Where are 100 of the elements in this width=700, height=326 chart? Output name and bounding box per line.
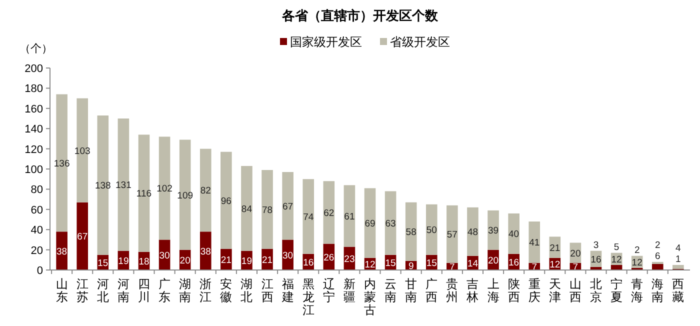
y-tick-label: 200: [24, 63, 43, 75]
data-label: 50: [426, 225, 437, 236]
x-tick-label: 四川: [138, 277, 150, 304]
x-tick-label: 陕西: [508, 277, 520, 304]
x-tick-label: 辽宁: [322, 277, 335, 304]
x-tick-label: 青海: [631, 277, 644, 304]
data-label: 116: [136, 188, 152, 200]
x-tick-label: 西藏: [672, 277, 684, 304]
data-label: 96: [220, 196, 232, 207]
data-label: 109: [177, 190, 194, 202]
data-label: 12: [611, 254, 622, 266]
y-tick-label: 0: [36, 265, 43, 277]
data-label: 20: [488, 255, 499, 266]
bar: [672, 264, 684, 269]
data-label: 74: [303, 212, 314, 223]
data-label: 14: [467, 258, 478, 270]
data-label: 3: [593, 240, 599, 251]
data-label: 67: [282, 201, 294, 212]
data-label: 15: [385, 258, 396, 269]
y-tick-label: 160: [24, 103, 43, 116]
bar: [652, 264, 664, 270]
x-tick-label: 上海: [487, 277, 500, 304]
data-label: 69: [364, 218, 376, 230]
y-tick-label: 100: [24, 164, 43, 176]
bar: [241, 166, 252, 251]
x-tick-label: 新疆: [343, 277, 356, 304]
legend-label: 国家级开发区: [290, 35, 362, 49]
data-label: 12: [632, 257, 642, 268]
data-label: 18: [138, 256, 150, 268]
y-axis-title: （个）: [20, 43, 52, 55]
data-label: 21: [550, 242, 560, 254]
y-tick-label: 60: [30, 204, 43, 216]
x-tick-label: 湖南: [179, 277, 192, 304]
bar: [467, 207, 478, 256]
x-tick-label: 海南: [652, 277, 664, 304]
data-label: 6: [654, 250, 660, 262]
data-label: 30: [159, 250, 170, 262]
legend-label: 省级开发区: [390, 35, 450, 49]
data-label: 58: [406, 227, 416, 238]
data-label: 38: [56, 246, 68, 258]
x-tick-label: 甘南: [405, 277, 418, 304]
x-tick-label: 河南: [117, 277, 130, 304]
bar: [200, 148, 212, 232]
data-label: 2: [654, 240, 660, 251]
data-label: 23: [344, 254, 355, 265]
bar: [97, 115, 109, 255]
x-tick-label: 北京: [590, 277, 602, 304]
x-tick-label: 天津: [548, 277, 561, 304]
x-tick-label: 黑龙江: [302, 277, 314, 317]
x-tick-label: 安徽: [220, 277, 232, 304]
bar: [56, 232, 68, 270]
chart-title: 各省（直辖市）开发区个数: [281, 8, 439, 23]
data-label: 21: [220, 254, 232, 266]
x-tick-label: 重庆: [528, 277, 540, 304]
data-label: 102: [156, 184, 172, 195]
data-label: 30: [282, 250, 294, 262]
x-tick-label: 云南: [384, 277, 397, 304]
data-label: 38: [200, 246, 211, 258]
data-label: 138: [94, 180, 111, 192]
bar: [138, 134, 150, 252]
y-tick-label: 40: [30, 224, 43, 237]
data-label: 57: [446, 230, 458, 241]
data-label: 48: [467, 227, 478, 238]
data-label: 16: [590, 254, 602, 266]
bar: [76, 202, 88, 270]
bar: [446, 205, 458, 263]
data-label: 63: [385, 218, 396, 230]
data-label: 40: [508, 229, 520, 240]
data-label: 5: [614, 242, 620, 253]
bar: [426, 204, 438, 255]
bar: [262, 170, 273, 249]
data-label: 82: [200, 186, 211, 197]
x-tick-label: 内蒙古: [364, 277, 376, 317]
bar: [76, 98, 88, 202]
bar: [220, 152, 232, 249]
x-tick-label: 吉林: [466, 277, 479, 304]
bar: [118, 118, 130, 251]
bar: [179, 140, 191, 250]
data-label: 2: [634, 244, 640, 256]
x-tick-label: 江苏: [76, 277, 88, 304]
y-tick-label: 120: [24, 144, 43, 156]
y-tick-label: 140: [24, 124, 43, 136]
x-tick-label: 江西: [261, 277, 274, 304]
data-label: 1: [676, 254, 681, 265]
data-label: 39: [488, 226, 499, 237]
data-label: 62: [324, 208, 334, 219]
data-label: 61: [344, 211, 355, 222]
y-tick-label: 80: [30, 184, 43, 196]
data-label: 12: [550, 259, 560, 270]
y-tick-label: 20: [30, 244, 43, 257]
bar: [282, 172, 294, 240]
data-label: 78: [262, 204, 273, 216]
data-label: 20: [180, 255, 190, 266]
x-tick-label: 广西: [426, 277, 438, 304]
data-label: 131: [116, 180, 132, 192]
x-tick-label: 湖北: [240, 277, 253, 304]
x-tick-label: 福建: [280, 277, 294, 304]
data-label: 67: [77, 232, 88, 243]
bar: [508, 213, 520, 254]
data-label: 41: [529, 238, 540, 249]
